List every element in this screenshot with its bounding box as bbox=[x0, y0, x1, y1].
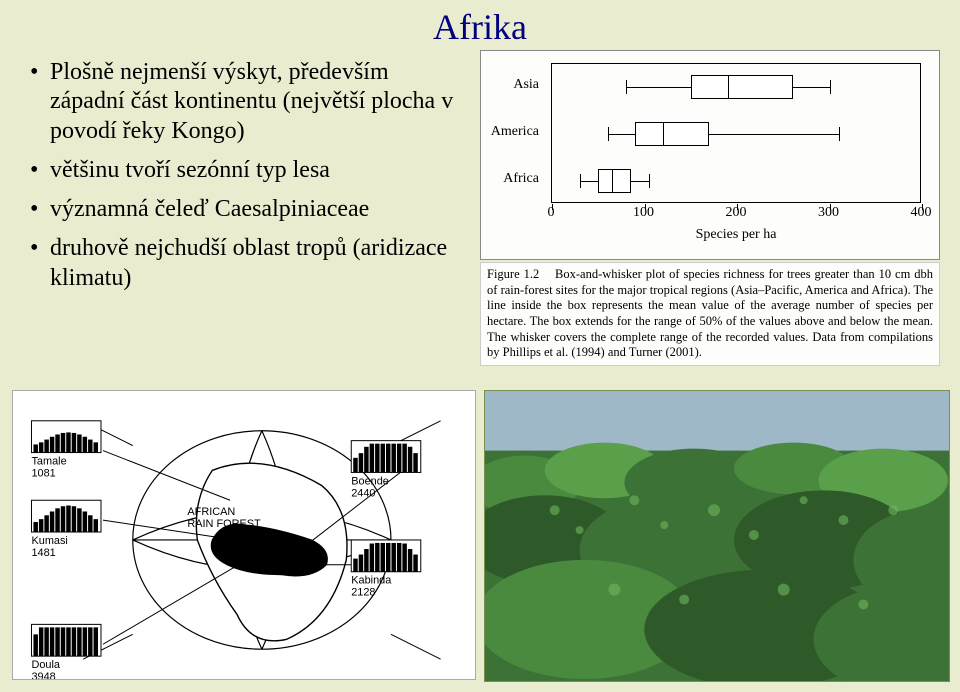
boxwhisker bbox=[552, 169, 922, 193]
bullet-list: Plošně nejmenší výskyt, především západn… bbox=[28, 58, 458, 303]
list-item: Plošně nejmenší výskyt, především západn… bbox=[50, 58, 458, 146]
list-item: významná čeleď Caesalpiniaceae bbox=[50, 195, 458, 224]
species-boxplot: Species per ha 0 100 200 300 400 Asia America A… bbox=[480, 50, 940, 260]
station-value: 3948 bbox=[31, 671, 55, 679]
slide: Afrika Plošně nejmenší výskyt, především… bbox=[0, 0, 960, 692]
boxwhisker bbox=[552, 122, 922, 146]
list-item: druhově nejchudší oblast tropů (aridizac… bbox=[50, 234, 458, 293]
y-category-label: America bbox=[481, 124, 545, 140]
list-item: většinu tvoří sezónní typ lesa bbox=[50, 156, 458, 185]
page-title: Afrika bbox=[0, 6, 960, 48]
station-name: Kabinda bbox=[351, 575, 392, 587]
y-category-label: Africa bbox=[481, 171, 545, 187]
station-value: 1081 bbox=[31, 467, 55, 479]
plot-area bbox=[551, 63, 921, 203]
caption-text: Box-and-whisker plot of species richness… bbox=[487, 267, 933, 359]
boxwhisker bbox=[552, 75, 922, 99]
station-value: 1481 bbox=[31, 547, 55, 559]
station-name: Tamale bbox=[31, 455, 66, 467]
station-value: 2128 bbox=[351, 587, 375, 599]
x-tick-label: 0 bbox=[548, 205, 555, 221]
station-name: Kumasi bbox=[31, 535, 67, 547]
y-category-label: Asia bbox=[481, 77, 545, 93]
rainforest-photo bbox=[484, 390, 950, 682]
station-name: Boende bbox=[351, 475, 389, 487]
x-tick-label: 100 bbox=[633, 205, 654, 221]
x-tick-label: 200 bbox=[726, 205, 747, 221]
station-name: Doula bbox=[31, 659, 60, 671]
station-value: 2440 bbox=[351, 487, 375, 499]
africa-rainforest-map: Tamale1081 Kumasi1481 Doula3948 Boende2440 K… bbox=[12, 390, 476, 680]
x-axis-label: Species per ha bbox=[551, 227, 921, 243]
caption-label: Figure 1.2 bbox=[487, 267, 539, 281]
x-tick-label: 400 bbox=[911, 205, 932, 221]
x-tick-label: 300 bbox=[818, 205, 839, 221]
figure-caption: Figure 1.2 Box-and-whisker plot of speci… bbox=[480, 262, 940, 366]
